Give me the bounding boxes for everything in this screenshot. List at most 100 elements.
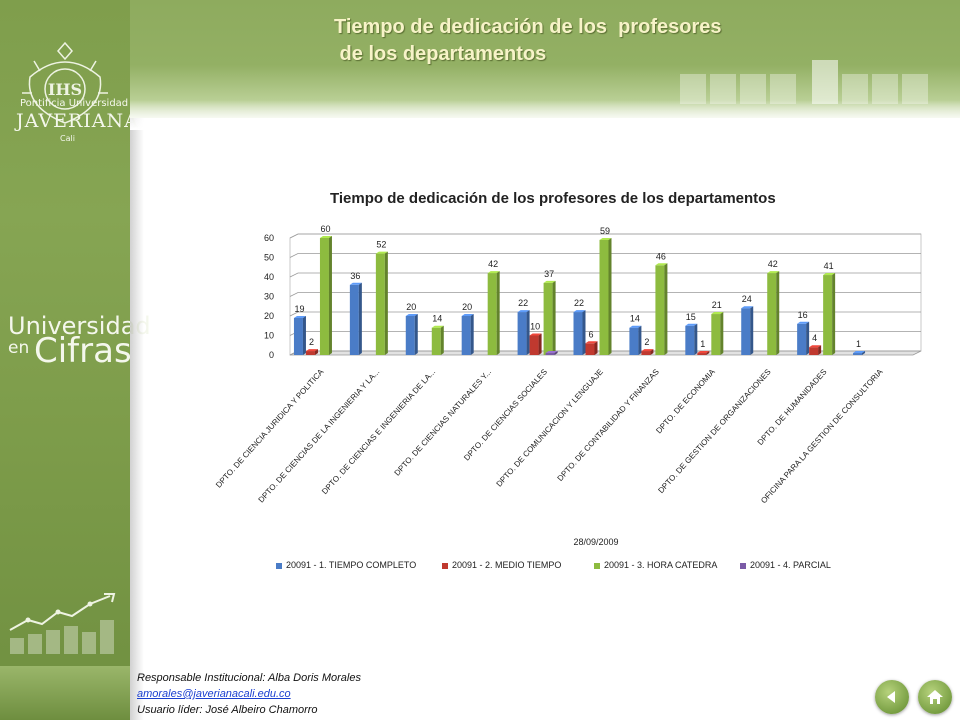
- header-fade: [130, 100, 960, 130]
- y-tick-label: 0: [269, 350, 274, 360]
- legend-swatch: [594, 562, 600, 569]
- bar: [319, 236, 332, 355]
- y-tick-label: 20: [264, 311, 274, 321]
- bar: [543, 280, 556, 355]
- bar: [487, 271, 500, 355]
- bar: [599, 237, 612, 355]
- responsible-text: Responsable Institucional: Alba Doris Mo…: [137, 672, 361, 684]
- y-tick-label: 50: [264, 253, 274, 263]
- category-label: DPTO. DE ECONOMIA: [654, 367, 717, 436]
- data-label: 37: [544, 269, 554, 279]
- data-label: 6: [588, 329, 593, 339]
- bar: [375, 251, 388, 355]
- bar: [685, 323, 698, 355]
- legend-item: 20091 - 1. TIEMPO COMPLETO: [276, 560, 416, 570]
- y-tick-label: 60: [264, 233, 274, 243]
- grid-line: [289, 253, 921, 258]
- data-label: 59: [600, 226, 610, 236]
- data-label: 10: [530, 322, 540, 332]
- data-label: 2: [309, 337, 314, 347]
- bar: [585, 341, 598, 355]
- legend-label: 20091 - 4. PARCIAL: [750, 560, 831, 570]
- legend-item: 20091 - 2. MEDIO TIEMPO: [442, 560, 561, 570]
- category-label: DPTO. DE CONTABILIDAD Y FINANZAS: [556, 367, 661, 483]
- category-label: DPTO. DE COMUNICACION Y LENGUAJE: [494, 367, 604, 488]
- bar: [741, 306, 754, 355]
- university-crest-icon: IHS: [22, 41, 108, 124]
- header-decor-block: [812, 60, 838, 104]
- bar: [697, 351, 710, 355]
- data-label: 20: [462, 302, 472, 312]
- category-label: OFICINA PARA LA GESTION DE CONSULTORIA: [759, 367, 885, 505]
- header-decor-block: [902, 74, 928, 104]
- logo-line-3: Cali: [60, 134, 75, 143]
- bar: [573, 310, 586, 355]
- logo-line-2: JAVERIANA: [16, 110, 139, 132]
- y-tick-label: 40: [264, 272, 274, 282]
- data-label: 52: [376, 240, 386, 250]
- header-decor-block: [872, 74, 898, 104]
- category-label: DPTO. DE CIENCIAS E INGENIERIA DE LA...: [320, 367, 437, 496]
- category-label: DPTO. DE CIENCIAS NATURALES Y...: [393, 367, 494, 477]
- chart-title: Tiempo de dedicación de los profesores d…: [330, 190, 776, 207]
- category-label: DPTO. DE CIENCIA JURIDICA Y POLITICA: [214, 367, 326, 490]
- sidebar-bottom-band: [0, 666, 130, 720]
- bar: [431, 325, 444, 355]
- data-label: 1: [856, 339, 861, 349]
- header-decor-block: [740, 74, 766, 104]
- bar: [517, 310, 530, 355]
- data-label: 4: [812, 333, 817, 343]
- bar: [405, 314, 418, 355]
- bar: [711, 312, 724, 355]
- data-label: 42: [768, 259, 778, 269]
- brand-cifras: Cifras: [34, 331, 132, 371]
- header-decor-block: [842, 74, 868, 104]
- back-arrow-icon: [887, 691, 895, 703]
- bar: [809, 345, 822, 355]
- bar: [461, 314, 474, 355]
- page-title: Tiempo de dedicación de los profesores d…: [334, 16, 722, 65]
- grid-line: [289, 272, 921, 278]
- header-decor-block: [770, 74, 796, 104]
- email-link[interactable]: amorales@javerianacali.edu.co: [137, 688, 291, 700]
- data-label: 36: [350, 271, 360, 281]
- y-tick-label: 30: [264, 292, 274, 302]
- home-button[interactable]: [918, 680, 952, 714]
- header-decor-block: [680, 74, 706, 104]
- category-label: DPTO. DE GESTION DE ORGANIZACIONES: [656, 367, 772, 495]
- bar: [823, 273, 836, 355]
- data-label: 22: [518, 298, 528, 308]
- bar: [797, 321, 810, 355]
- bar: [293, 315, 306, 355]
- x-axis-label: 28/09/2009: [573, 537, 618, 547]
- leader-text: Usuario líder: José Albeiro Chamorro: [137, 704, 318, 716]
- bar: [349, 282, 362, 355]
- bar: [629, 325, 642, 355]
- data-label: 14: [630, 314, 640, 324]
- bar: [641, 349, 654, 355]
- y-tick-label: 10: [264, 331, 274, 341]
- data-label: 46: [656, 251, 666, 261]
- category-label: DPTO. DE CIENCIAS DE LA INGENIERIA Y LA.…: [257, 367, 382, 504]
- legend-label: 20091 - 3. HORA CATEDRA: [604, 560, 718, 570]
- legend-label: 20091 - 2. MEDIO TIEMPO: [452, 560, 562, 570]
- data-label: 20: [406, 302, 416, 312]
- bar: [853, 351, 866, 355]
- data-label: 15: [686, 312, 696, 322]
- legend-item: 20091 - 3. HORA CATEDRA: [594, 560, 717, 570]
- bar: [767, 271, 780, 355]
- grid-line: [289, 311, 921, 317]
- brand-en: en: [8, 338, 30, 358]
- data-label: 2: [644, 337, 649, 347]
- legend-swatch: [276, 562, 282, 569]
- header-decor-block: [710, 74, 736, 104]
- header-band: [130, 0, 960, 118]
- data-label: 60: [320, 224, 330, 234]
- data-label: 14: [432, 314, 442, 324]
- bar: [545, 351, 558, 355]
- grid-line: [289, 292, 921, 297]
- grid-line: [289, 233, 921, 239]
- data-label: 41: [824, 261, 834, 271]
- brand-universidad: Universidad: [8, 312, 151, 340]
- back-button[interactable]: [875, 680, 909, 714]
